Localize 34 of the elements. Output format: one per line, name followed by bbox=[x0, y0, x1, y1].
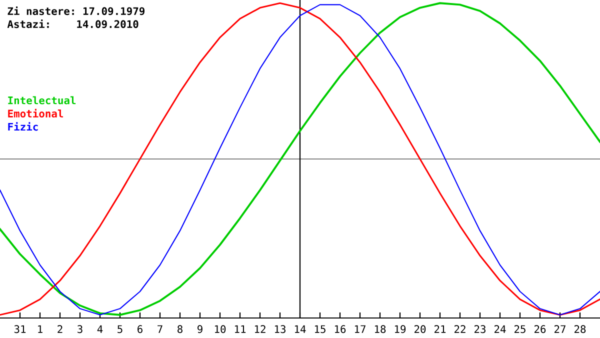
x-tick-label: 26 bbox=[534, 325, 546, 334]
x-tick-label: 21 bbox=[434, 325, 446, 333]
x-tick-label: 28 bbox=[574, 325, 586, 334]
x-tick-label: 8 bbox=[178, 325, 182, 334]
x-tick-label: 25 bbox=[514, 325, 526, 334]
x-tick-label: 24 bbox=[494, 325, 506, 333]
x-tick-label: 12 bbox=[254, 325, 266, 333]
x-tick-label: 9 bbox=[198, 325, 202, 334]
x-tick-label: 11 bbox=[234, 325, 246, 333]
x-tick-label: 27 bbox=[554, 325, 566, 333]
x-tick-label: 22 bbox=[454, 325, 466, 333]
x-tick-label: 15 bbox=[314, 325, 326, 334]
x-tick-label: 16 bbox=[334, 325, 346, 334]
x-tick-label: 6 bbox=[138, 325, 142, 334]
x-tick-label: 10 bbox=[214, 325, 226, 334]
x-tick-label: 20 bbox=[414, 325, 426, 334]
x-tick-label: 19 bbox=[394, 325, 406, 334]
x-tick-label: 2 bbox=[58, 325, 62, 333]
text: Emotional bbox=[8, 108, 64, 118]
x-tick-label: 3 bbox=[78, 325, 82, 334]
x-tick-label: 14 bbox=[294, 325, 306, 333]
text: Intelectual bbox=[8, 96, 76, 104]
x-tick-label: 5 bbox=[118, 325, 122, 334]
x-tick-label: 31 bbox=[14, 325, 26, 334]
text: Fizic bbox=[8, 122, 38, 131]
annotation: Zi nastere: 17.09.1979 bbox=[8, 6, 145, 16]
x-tick-label: 7 bbox=[158, 325, 162, 333]
x-tick-label: 23 bbox=[474, 325, 486, 334]
annotation: Astazi: 14.09.2010 bbox=[7, 19, 138, 28]
x-tick-label: 18 bbox=[374, 325, 386, 334]
x-tick-label: 4 bbox=[97, 325, 103, 333]
x-tick-label: 1 bbox=[38, 325, 42, 333]
x-tick-label: 17 bbox=[354, 325, 366, 333]
x-tick-label: 13 bbox=[274, 325, 286, 334]
